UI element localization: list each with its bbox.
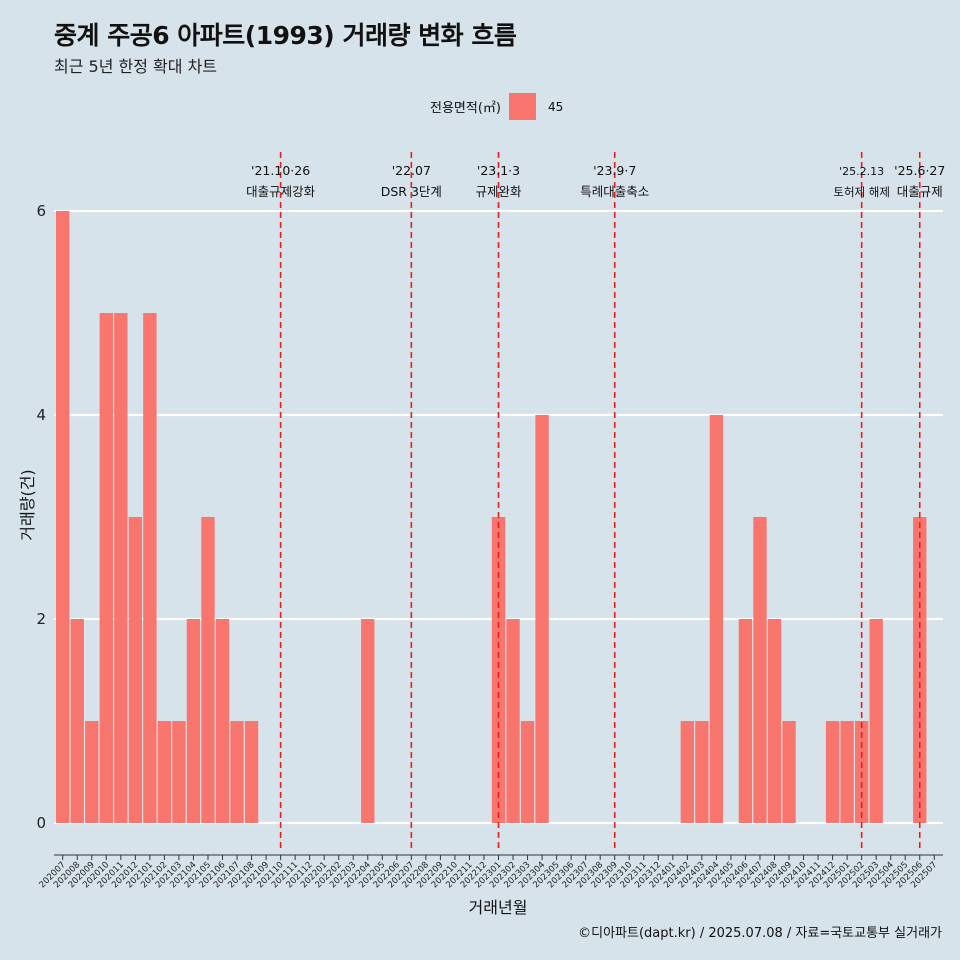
legend-item-label: 45 bbox=[547, 99, 564, 114]
bar-202412 bbox=[825, 721, 840, 823]
bar-202301 bbox=[491, 517, 506, 823]
bar-202404 bbox=[709, 415, 724, 823]
event-label-0: 대출규제강화 bbox=[246, 184, 316, 199]
bar-202102 bbox=[157, 721, 172, 823]
bar-202501 bbox=[840, 721, 854, 823]
bar-202007 bbox=[56, 211, 70, 823]
bar-202012 bbox=[128, 517, 143, 823]
bar-202107 bbox=[230, 721, 244, 823]
event-label-2: 규제완화 bbox=[475, 184, 522, 199]
y-tick-label: 6 bbox=[36, 202, 46, 220]
event-date-2: '23.1·3 bbox=[477, 163, 520, 178]
legend-swatch bbox=[508, 93, 536, 120]
event-date-5: '25.6·27 bbox=[894, 163, 945, 178]
bar-202304 bbox=[535, 415, 549, 823]
y-tick-label: 4 bbox=[36, 406, 46, 424]
legend: 전용면적(㎡) 45 bbox=[430, 93, 563, 120]
bar-202402 bbox=[680, 721, 695, 823]
event-label-5: 대출규제 bbox=[897, 184, 943, 199]
bar-202009 bbox=[85, 721, 99, 823]
bar-202403 bbox=[695, 721, 709, 823]
bar-202506 bbox=[913, 517, 927, 823]
bar-202503 bbox=[869, 619, 883, 823]
event-label-1: DSR 3단계 bbox=[381, 184, 442, 199]
chart-title: 중계 주공6 아파트(1993) 거래량 변화 흐름 bbox=[54, 21, 517, 50]
bar-202105 bbox=[201, 517, 215, 823]
bar-202408 bbox=[767, 619, 782, 823]
bar-202011 bbox=[114, 313, 128, 823]
event-date-3: '23.9·7 bbox=[593, 163, 636, 178]
event-label-4: 토허제 해제 bbox=[833, 185, 890, 199]
bar-202303 bbox=[520, 721, 535, 823]
bar-202104 bbox=[186, 619, 201, 823]
bar-202108 bbox=[244, 721, 259, 823]
event-date-1: '22.07 bbox=[392, 163, 431, 178]
y-tick-label: 0 bbox=[36, 814, 46, 832]
bar-202101 bbox=[143, 313, 157, 823]
source-caption: ©디아파트(dapt.kr) / 2025.07.08 / 자료=국토교통부 실… bbox=[578, 926, 942, 941]
chart-subtitle: 최근 5년 한정 확대 차트 bbox=[54, 57, 218, 76]
bar-202406 bbox=[738, 619, 753, 823]
y-tick-label: 2 bbox=[36, 610, 46, 628]
bar-202204 bbox=[361, 619, 375, 823]
bar-202302 bbox=[506, 619, 520, 823]
bar-202008 bbox=[70, 619, 84, 823]
x-axis-title: 거래년월 bbox=[469, 898, 528, 917]
bar-202106 bbox=[215, 619, 230, 823]
bar-202103 bbox=[172, 721, 186, 823]
event-date-4: '25.2.13 bbox=[839, 165, 884, 178]
event-date-0: '21.10·26 bbox=[251, 163, 310, 178]
bar-202010 bbox=[99, 313, 113, 823]
event-label-3: 특례대출축소 bbox=[580, 184, 649, 199]
bar-202407 bbox=[753, 517, 767, 823]
bar-202409 bbox=[782, 721, 796, 823]
y-axis-title: 거래량(건) bbox=[18, 469, 37, 540]
legend-title: 전용면적(㎡) bbox=[430, 101, 501, 116]
